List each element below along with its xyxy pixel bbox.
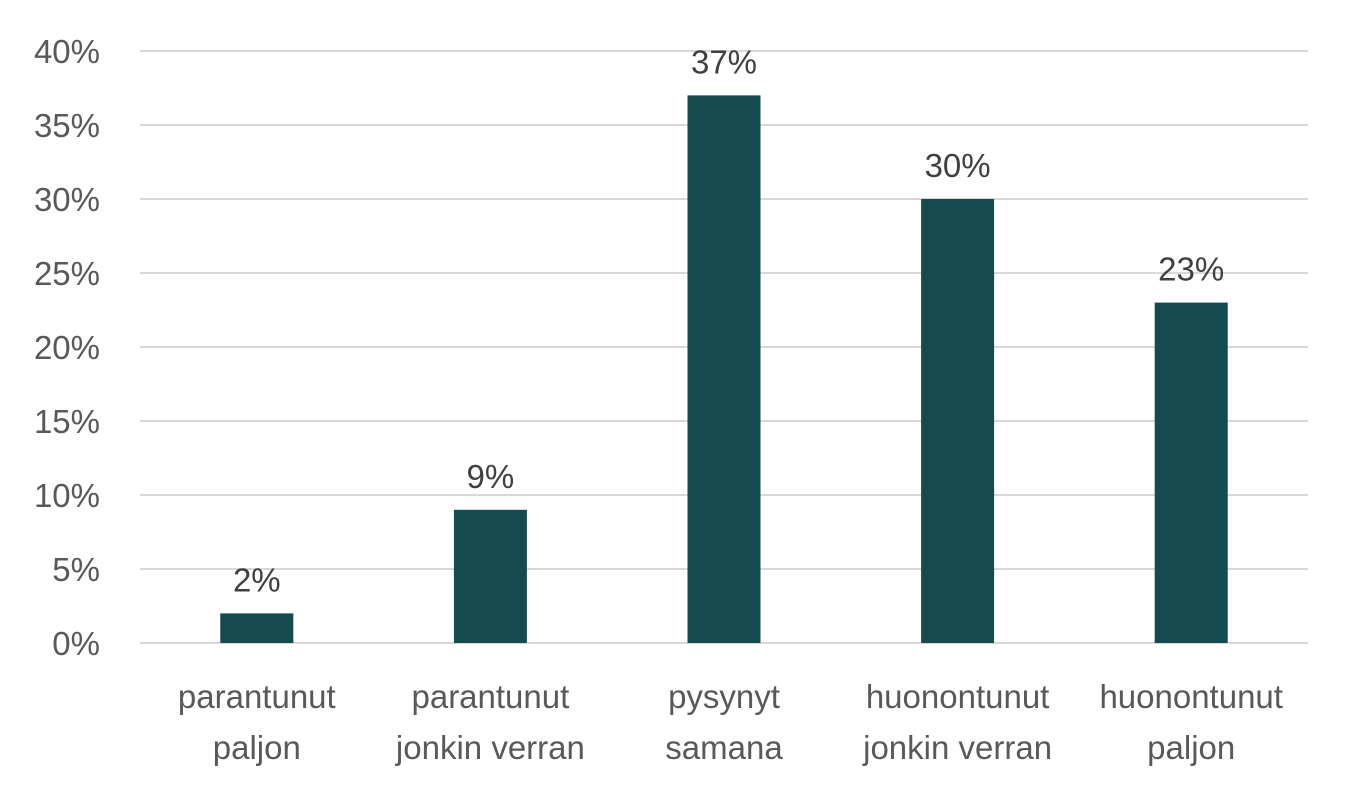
y-tick-label: 35% [34, 107, 100, 144]
y-tick-label: 10% [34, 477, 100, 514]
data-labels: 2% 9% 37% 30% 23% [233, 43, 1224, 598]
x-category-label: huonontunut [866, 678, 1050, 715]
y-tick-label: 15% [34, 403, 100, 440]
x-category-label: parantunut [411, 678, 569, 715]
data-label: 23% [1158, 251, 1224, 288]
bars [220, 95, 1228, 643]
x-axis-categories: parantunut paljon parantunut jonkin verran p… [178, 678, 1283, 766]
data-label: 30% [925, 147, 991, 184]
y-tick-label: 20% [34, 329, 100, 366]
x-category-label: paljon [213, 729, 301, 766]
x-category-label: pysynyt [668, 678, 780, 715]
x-category-label: paljon [1147, 729, 1235, 766]
y-tick-label: 30% [34, 181, 100, 218]
data-label: 37% [691, 43, 757, 80]
x-category-label: huonontunut [1099, 678, 1283, 715]
x-category-label: parantunut [178, 678, 336, 715]
bar [1154, 302, 1228, 643]
y-tick-label: 40% [34, 33, 100, 70]
bar [453, 509, 527, 643]
x-category-label: jonkin verran [395, 729, 585, 766]
data-label: 2% [233, 561, 281, 598]
y-tick-label: 25% [34, 255, 100, 292]
y-tick-label: 5% [52, 551, 100, 588]
bar [220, 613, 294, 643]
y-tick-label: 0% [52, 625, 100, 662]
data-label: 9% [467, 458, 515, 495]
x-category-label: jonkin verran [862, 729, 1052, 766]
y-axis-ticks: 0% 5% 10% 15% 20% 25% 30% 35% 40% [34, 33, 100, 662]
x-category-label: samana [665, 729, 783, 766]
bar [687, 95, 761, 643]
bar [921, 199, 995, 643]
